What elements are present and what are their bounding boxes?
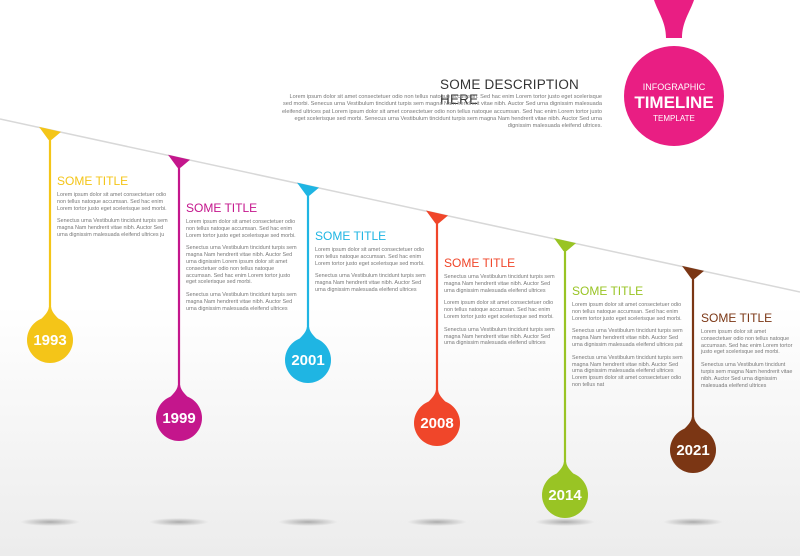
entry-paragraph: Lorem ipsum dolor sit amet consectetuer …	[444, 300, 554, 320]
year-label: 1993	[33, 332, 66, 349]
entry-paragraph: Senectus urna Vestibulum tincidunt turpi…	[701, 362, 793, 389]
timeline-entry-2021: SOME TITLE Lorem ipsum dolor sit amet co…	[701, 311, 796, 395]
header-body: Lorem ipsum dolor sit amet consectetuer …	[282, 94, 602, 130]
drop-neck	[427, 390, 447, 404]
entry-paragraph: Lorem ipsum dolor sit amet consectetuer …	[57, 192, 167, 212]
rail-marker	[554, 238, 576, 252]
entry-paragraph: Lorem ipsum dolor sit amet consectetuer …	[701, 329, 793, 356]
badge-line-1: INFOGRAPHIC	[643, 82, 706, 92]
badge-stem	[654, 0, 694, 38]
drop-neck	[555, 462, 575, 476]
entry-paragraph: Lorem ipsum dolor sit amet consectetuer …	[315, 247, 425, 267]
timeline-entry-2008: SOME TITLE Senectus urna Vestibulum tinc…	[444, 256, 556, 353]
timeline-rail	[0, 118, 800, 293]
entry-paragraph: Senectus urna Vestibulum tincidunt turpi…	[186, 292, 297, 312]
year-circle	[414, 400, 460, 446]
rail-marker	[297, 182, 319, 196]
entry-paragraph: Senectus urna Vestibulum tincidunt turpi…	[444, 274, 555, 294]
badge-line-2: TIMELINE	[634, 93, 713, 112]
entry-paragraph: Senectus urna Vestibulum tincidunt turpi…	[572, 328, 683, 348]
year-circle	[156, 395, 202, 441]
floor-shadow	[535, 518, 595, 526]
timeline-entry-1993: SOME TITLE Lorem ipsum dolor sit amet co…	[57, 174, 169, 245]
entry-paragraph: Senectus urna Vestibulum tincidunt turpi…	[572, 354, 683, 388]
entry-paragraph: Senectus urna Vestibulum tincidunt turpi…	[315, 273, 426, 293]
rail-marker	[39, 126, 61, 140]
rail-marker	[168, 154, 190, 168]
timeline-entry-2014: SOME TITLE Lorem ipsum dolor sit amet co…	[572, 284, 684, 395]
drop-neck	[683, 417, 703, 431]
entry-paragraph: Lorem ipsum dolor sit amet consectetuer …	[186, 219, 296, 239]
rail-marker	[682, 265, 704, 279]
floor-shadow	[278, 518, 338, 526]
badge-circle	[624, 46, 724, 146]
timeline-entry-1999: SOME TITLE Lorem ipsum dolor sit amet co…	[186, 201, 298, 319]
year-circle	[670, 427, 716, 473]
drop-neck	[169, 385, 189, 399]
timeline-entry-2001: SOME TITLE Lorem ipsum dolor sit amet co…	[315, 229, 427, 300]
entry-title: SOME TITLE	[315, 229, 387, 243]
floor-shadow	[663, 518, 723, 526]
entry-paragraph: Lorem ipsum dolor sit amet consectetuer …	[572, 302, 682, 322]
year-circle	[542, 472, 588, 518]
entry-title: SOME TITLE	[444, 256, 516, 270]
year-circle	[27, 317, 73, 363]
rail-marker	[426, 210, 448, 224]
floor-shadow	[149, 518, 209, 526]
entry-paragraph: Senectus urna Vestibulum tincidunt turpi…	[186, 245, 297, 286]
drop-neck	[298, 327, 318, 341]
entry-title: SOME TITLE	[186, 201, 258, 215]
infographic-badge: INFOGRAPHIC TIMELINE TEMPLATE	[624, 0, 724, 146]
year-label: 2001	[291, 352, 324, 369]
entry-paragraph: Senectus urna Vestibulum tincidunt turpi…	[444, 326, 555, 347]
entry-title: SOME TITLE	[701, 311, 773, 325]
floor-shadow	[20, 518, 80, 526]
year-label: 1999	[162, 410, 195, 427]
drop-neck	[40, 307, 60, 321]
year-label: 2021	[676, 442, 709, 459]
year-label: 2014	[548, 487, 582, 504]
entry-title: SOME TITLE	[572, 284, 644, 298]
entry-title: SOME TITLE	[57, 174, 129, 188]
badge-line-3: TEMPLATE	[653, 114, 695, 123]
year-label: 2008	[420, 415, 453, 432]
entry-paragraph: Senectus urna Vestibulum tincidunt turpi…	[57, 218, 168, 238]
floor-shadow	[407, 518, 467, 526]
year-circle	[285, 337, 331, 383]
header-title: SOME DESCRIPTION HERE	[440, 77, 579, 107]
